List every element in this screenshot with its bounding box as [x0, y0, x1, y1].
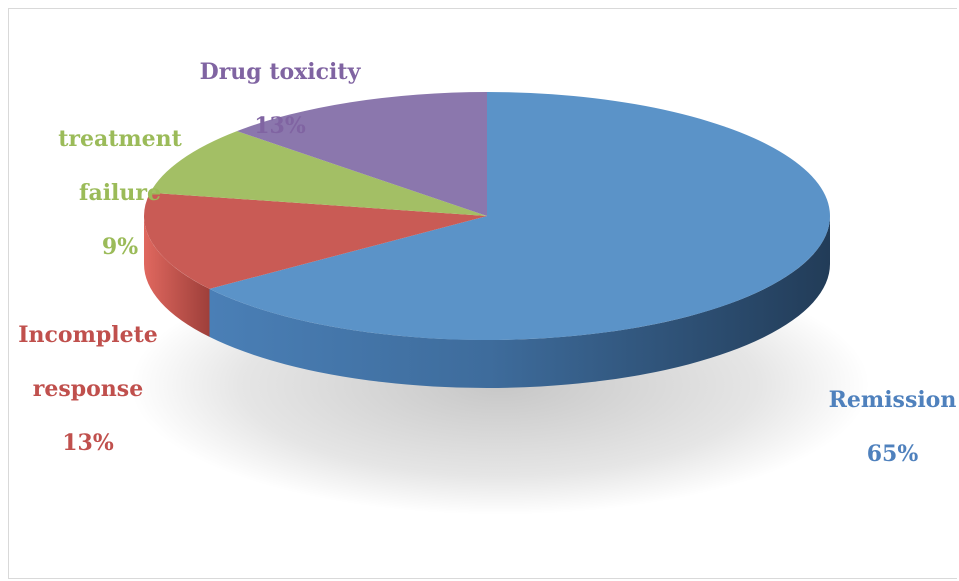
label-remission-name: Remission [828, 387, 957, 413]
label-drug-toxicity: Drug toxicity 13% [190, 32, 370, 167]
pie-slice-incomplete-response [144, 192, 487, 289]
pie-slice-treatment-failure [150, 131, 487, 216]
pie-slice-drug-toxicity [236, 92, 487, 216]
pie-side-incomplete-response [144, 216, 210, 337]
label-drug-toxicity-value: 13% [254, 113, 306, 139]
label-treatment-failure-value: 9% [101, 234, 139, 260]
pie-side-remission [209, 216, 830, 388]
label-incomplete-response-line1: Incomplete [18, 322, 158, 348]
label-treatment-failure-line2: failure [78, 180, 162, 206]
pie-slice-remission [209, 92, 830, 340]
label-remission-value: 65% [866, 441, 919, 467]
label-drug-toxicity-name: Drug toxicity [199, 59, 361, 85]
label-incomplete-response-value: 13% [62, 430, 114, 456]
label-treatment-failure-line1: treatment [58, 126, 182, 152]
label-incomplete-response: Incomplete response 13% [8, 295, 168, 484]
label-remission: Remission 65% [826, 360, 959, 495]
label-incomplete-response-line2: response [32, 376, 144, 402]
label-treatment-failure: treatment failure 9% [40, 99, 200, 288]
chart-frame [8, 8, 957, 579]
